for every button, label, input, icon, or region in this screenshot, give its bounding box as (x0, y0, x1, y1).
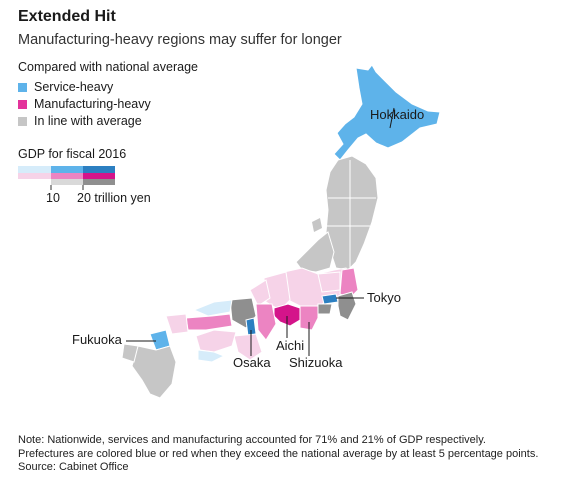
sado-island (312, 218, 322, 232)
scale-cell-blue-1 (18, 166, 51, 173)
tokyo-prefecture (321, 293, 339, 305)
tochigi-gunma (317, 271, 341, 293)
legend-item-average: In line with average (18, 114, 142, 128)
legend-label-manufacturing: Manufacturing-heavy (34, 97, 151, 111)
average-swatch (18, 116, 27, 126)
wakayama-nara (233, 333, 263, 361)
shikoku-region (195, 329, 237, 353)
chugoku-north (192, 299, 233, 317)
scale-cell-grey-3 (83, 179, 115, 185)
legend-label-service: Service-heavy (34, 80, 114, 94)
legend-label-average: In line with average (34, 114, 142, 128)
kanagawa-prefecture (317, 303, 333, 315)
scale-label-20: 20 trillion yen (77, 191, 151, 205)
scale-cell-pink-2 (51, 173, 83, 179)
tohoku-region (325, 155, 379, 271)
gdp-color-scale (18, 166, 115, 190)
footnote: Note: Nationwide, services and manufactu… (18, 434, 568, 475)
niigata-prefecture (295, 231, 335, 273)
scale-cell-grey-2 (51, 179, 83, 185)
scale-label-10: 10 (46, 191, 60, 205)
scale-cell-blue-3 (83, 166, 115, 173)
note-line-2: Prefectures are colored blue or red when… (18, 447, 539, 460)
hokkaido-callout (389, 107, 395, 129)
yamaguchi-prefecture (165, 313, 189, 335)
label-hokkaido: Hokkaido (370, 107, 424, 122)
service-swatch (18, 82, 27, 92)
label-tokyo: Tokyo (367, 290, 401, 305)
note-line-1: Note: Nationwide, services and manufactu… (18, 434, 486, 446)
scale-cell-blue-2 (51, 166, 83, 173)
gdp-heading: GDP for fiscal 2016 (18, 147, 127, 161)
okayama-hiroshima (185, 313, 233, 331)
label-osaka: Osaka (233, 355, 271, 370)
legend-item-manufacturing: Manufacturing-heavy (18, 97, 151, 111)
label-aichi: Aichi (276, 338, 304, 353)
nagasaki-prefecture (121, 343, 139, 363)
kochi-prefecture (197, 349, 226, 363)
scale-cell-pink-3 (83, 173, 115, 179)
scale-cell-pink-1 (18, 173, 51, 179)
manufacturing-swatch (18, 99, 27, 109)
shiga-mie (255, 303, 277, 341)
legend-heading: Compared with national average (18, 60, 198, 74)
hokuriku-region (249, 279, 271, 307)
shizuoka-prefecture (299, 305, 319, 331)
label-fukuoka: Fukuoka (72, 332, 123, 347)
source-line: Source: Cabinet Office (18, 461, 129, 473)
hokkaido-region (333, 64, 441, 161)
kyushu-region (131, 345, 177, 399)
chart-subtitle: Manufacturing-heavy regions may suffer f… (18, 32, 342, 48)
label-shizuoka: Shizuoka (289, 355, 343, 370)
legend-item-service: Service-heavy (18, 80, 113, 94)
chart-title: Extended Hit (18, 8, 116, 25)
chiba-prefecture (337, 291, 357, 321)
